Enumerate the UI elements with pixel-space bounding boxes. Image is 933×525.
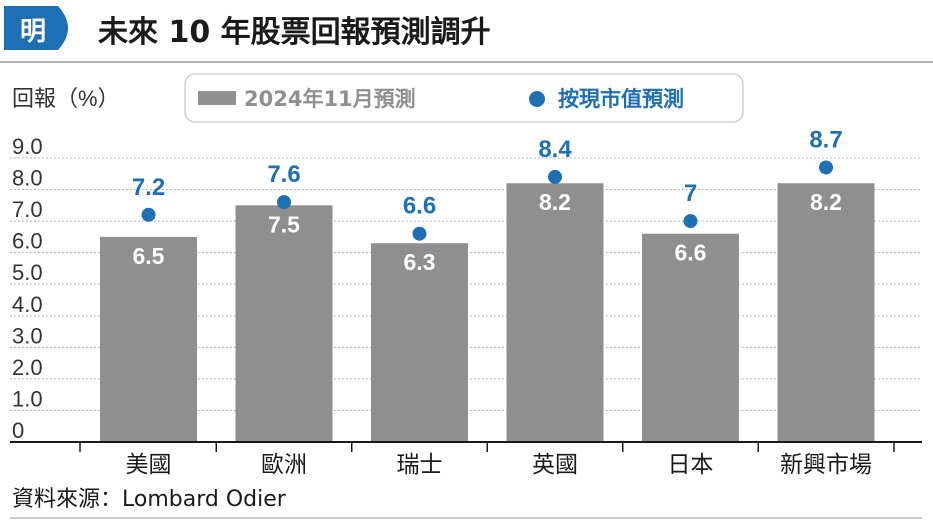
y-tick-label: 7.0 <box>12 197 43 222</box>
legend-dot-swatch <box>529 91 545 107</box>
chart-title: 未來 10 年股票回報預測調升 <box>98 15 491 50</box>
logo-glyph: 明 <box>20 17 46 47</box>
bar-value-label: 7.5 <box>268 211 300 237</box>
y-tick-label: 3.0 <box>12 323 43 348</box>
forecast-dot <box>683 214 698 229</box>
dot-value-label: 8.4 <box>538 136 572 163</box>
logo-badge-shape <box>4 6 68 50</box>
forecast-dot <box>277 195 291 210</box>
category-label: 歐洲 <box>261 452 307 478</box>
forecast-dots: 7.2 7.6 6.6 8.4 7 8.7 <box>132 126 843 241</box>
bar-value-label: 8.2 <box>810 189 842 215</box>
y-tick-label: 9.0 <box>12 134 43 159</box>
bar <box>235 205 333 442</box>
y-axis-label: 回報（%） <box>12 86 120 111</box>
forecast-dot <box>819 160 833 175</box>
bar-value-label: 6.6 <box>675 240 707 266</box>
forecast-dot <box>548 169 562 184</box>
y-tick-label: 1.0 <box>12 386 43 411</box>
bar <box>506 183 604 442</box>
y-tick-label: 5.0 <box>12 260 43 285</box>
y-tick-label: 0 <box>12 418 24 443</box>
dot-value-label: 7 <box>684 180 697 207</box>
bars: 6.5 7.5 6.3 8.2 6.6 8.2 <box>100 183 875 442</box>
bar <box>100 236 197 442</box>
newspaper-logo: 明 <box>4 6 68 50</box>
dot-value-label: 8.7 <box>809 126 842 153</box>
dot-value-label: 7.6 <box>267 161 300 188</box>
legend-box <box>184 73 744 123</box>
dot-value-label: 6.6 <box>403 193 436 220</box>
bar <box>371 243 468 442</box>
legend-bar-label: 2024年11月預測 <box>244 87 416 111</box>
dot-value-label: 7.2 <box>132 174 165 201</box>
bar-value-label: 6.5 <box>133 243 165 269</box>
legend-dot-label: 按現市值預測 <box>558 87 684 111</box>
category-label: 瑞士 <box>397 452 443 478</box>
y-tick-labels: 0 1.0 2.0 3.0 4.0 5.0 6.0 7.0 8.0 9.0 <box>12 134 43 443</box>
y-tick-label: 8.0 <box>12 166 43 191</box>
legend-bar-swatch <box>198 91 236 105</box>
bar <box>642 233 739 442</box>
y-tick-label: 4.0 <box>12 292 43 317</box>
bar <box>777 183 875 442</box>
legend: 2024年11月預測 按現市值預測 <box>184 73 744 123</box>
forecast-dot <box>141 207 156 222</box>
category-label: 日本 <box>668 452 714 478</box>
category-label: 美國 <box>126 452 172 478</box>
bar-value-label: 8.2 <box>539 189 571 215</box>
y-tick-label: 6.0 <box>12 229 43 254</box>
category-label: 英國 <box>532 452 578 478</box>
forecast-dot <box>412 226 427 241</box>
y-tick-label: 2.0 <box>12 355 43 380</box>
bar-value-label: 6.3 <box>404 249 436 275</box>
category-labels: 美國 歐洲 瑞士 英國 日本 新興市場 <box>79 442 895 478</box>
category-label: 新興市場 <box>780 452 872 478</box>
source-note: 資料來源：Lombard Odier <box>12 487 287 512</box>
